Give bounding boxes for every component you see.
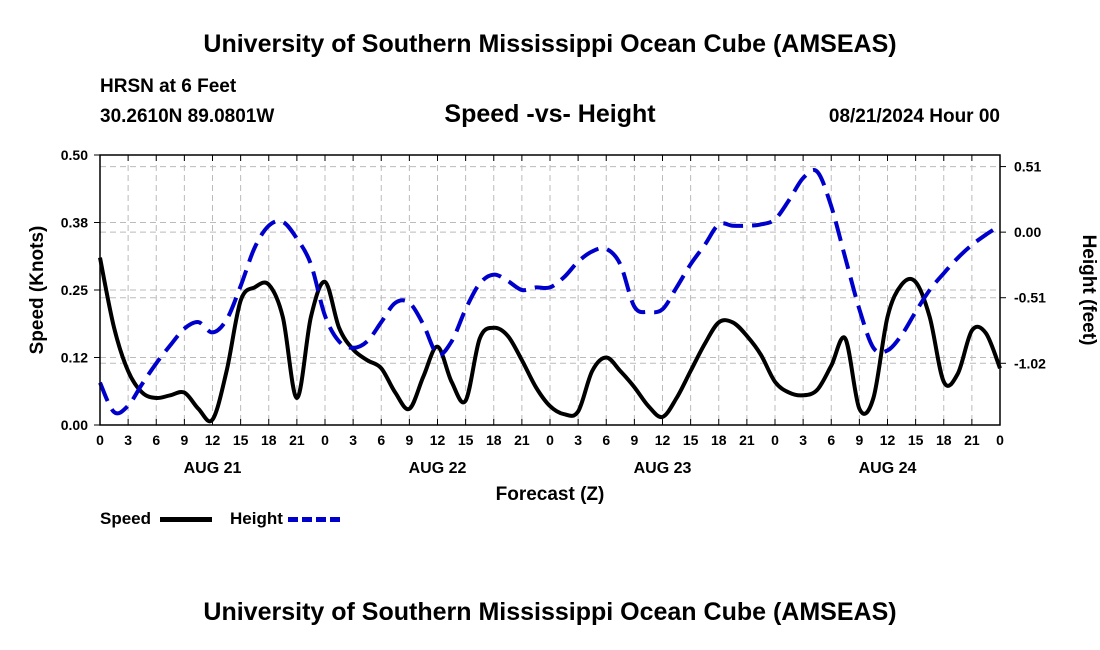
x-tick-label: 21 [514,432,530,448]
y-right-tick-label: -0.51 [1014,290,1046,306]
x-tick-label: 15 [233,432,249,448]
x-tick-label: 0 [96,432,104,448]
page-title: University of Southern Mississippi Ocean… [203,30,897,58]
x-tick-label: 21 [964,432,980,448]
series-line-height [98,168,1002,416]
y-right-tick-label: 0.00 [1014,224,1041,240]
legend-height-swatch [287,517,340,523]
y-right-tick-label: 0.51 [1014,159,1041,175]
legend-speed-label: Speed [100,509,152,528]
day-label: AUG 22 [409,460,467,477]
y-left-tick-label: 0.00 [61,417,88,433]
legend-speed-swatch [159,517,212,523]
x-tick-label: 6 [152,432,160,448]
x-tick-label: 21 [289,432,305,448]
day-label: AUG 24 [859,460,917,477]
x-tick-label: 21 [739,432,755,448]
x-tick-label: 15 [908,432,924,448]
x-tick-label: 9 [630,432,638,448]
x-tick-label: 3 [574,432,582,448]
legend-speed: Speed [100,509,212,529]
legend-height-label: Height [230,509,283,528]
y-axis-left-label: Speed (Knots) [27,226,48,355]
chart-title: Speed -vs- Height [444,100,656,128]
x-tick-label: 12 [430,432,446,448]
x-tick-label: 18 [486,432,502,448]
x-tick-label: 3 [799,432,807,448]
forecast-datetime: 08/21/2024 Hour 00 [828,106,1000,127]
series-line-speed [98,257,1002,424]
station-label: HRSN at 6 Feet [100,76,237,97]
x-tick-label: 15 [683,432,699,448]
x-tick-label: 3 [124,432,132,448]
x-tick-label: 6 [377,432,385,448]
x-tick-label: 9 [405,432,413,448]
y-left-tick-label: 0.38 [61,215,88,231]
x-tick-label: 12 [655,432,671,448]
day-label: AUG 23 [634,460,692,477]
x-tick-label: 6 [602,432,610,448]
x-tick-label: 6 [827,432,835,448]
x-tick-label: 0 [771,432,779,448]
footer-title: University of Southern Mississippi Ocean… [203,598,897,626]
x-tick-label: 12 [205,432,221,448]
x-tick-label: 0 [321,432,329,448]
x-tick-label: 15 [458,432,474,448]
x-tick-label: 12 [880,432,896,448]
y-left-tick-label: 0.25 [61,282,88,298]
coordinates-label: 30.2610N 89.0801W [100,106,275,127]
day-label: AUG 21 [184,460,242,477]
x-tick-label: 0 [546,432,554,448]
x-tick-label: 9 [855,432,863,448]
x-tick-label: 18 [711,432,727,448]
x-tick-label: 18 [261,432,277,448]
x-axis-label: Forecast (Z) [496,484,605,505]
y-left-tick-label: 0.12 [61,350,88,366]
x-tick-label: 0 [996,432,1004,448]
y-left-tick-label: 0.50 [61,147,88,163]
x-tick-label: 18 [936,432,952,448]
legend-height: Height [230,509,340,529]
y-right-tick-label: -1.02 [1014,355,1046,371]
x-tick-label: 9 [180,432,188,448]
y-axis-right-label: Height (feet) [1078,235,1099,346]
x-tick-label: 3 [349,432,357,448]
